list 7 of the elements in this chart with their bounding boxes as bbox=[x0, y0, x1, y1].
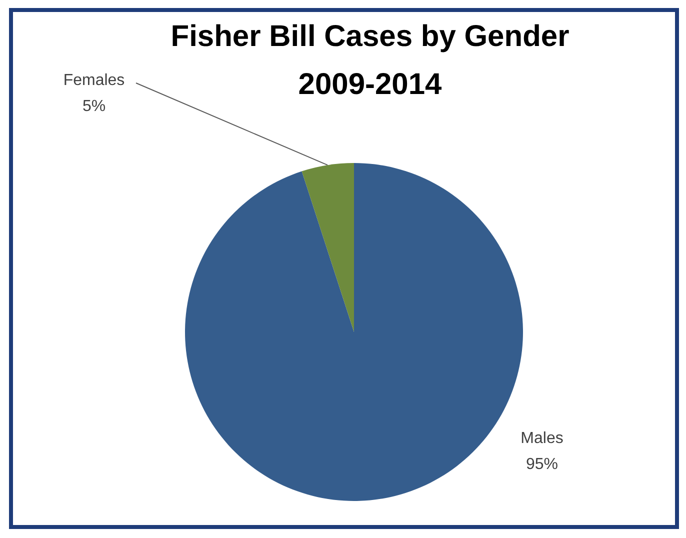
data-label: 5% bbox=[82, 98, 106, 115]
data-label: 95% bbox=[526, 456, 558, 473]
chart-title: Fisher Bill Cases by Gender 2009-2014 bbox=[170, 20, 570, 101]
pie-slice bbox=[302, 163, 354, 332]
pie-slice bbox=[185, 163, 523, 501]
slice-label: Females bbox=[63, 72, 125, 89]
slice-label: Males bbox=[520, 430, 564, 447]
